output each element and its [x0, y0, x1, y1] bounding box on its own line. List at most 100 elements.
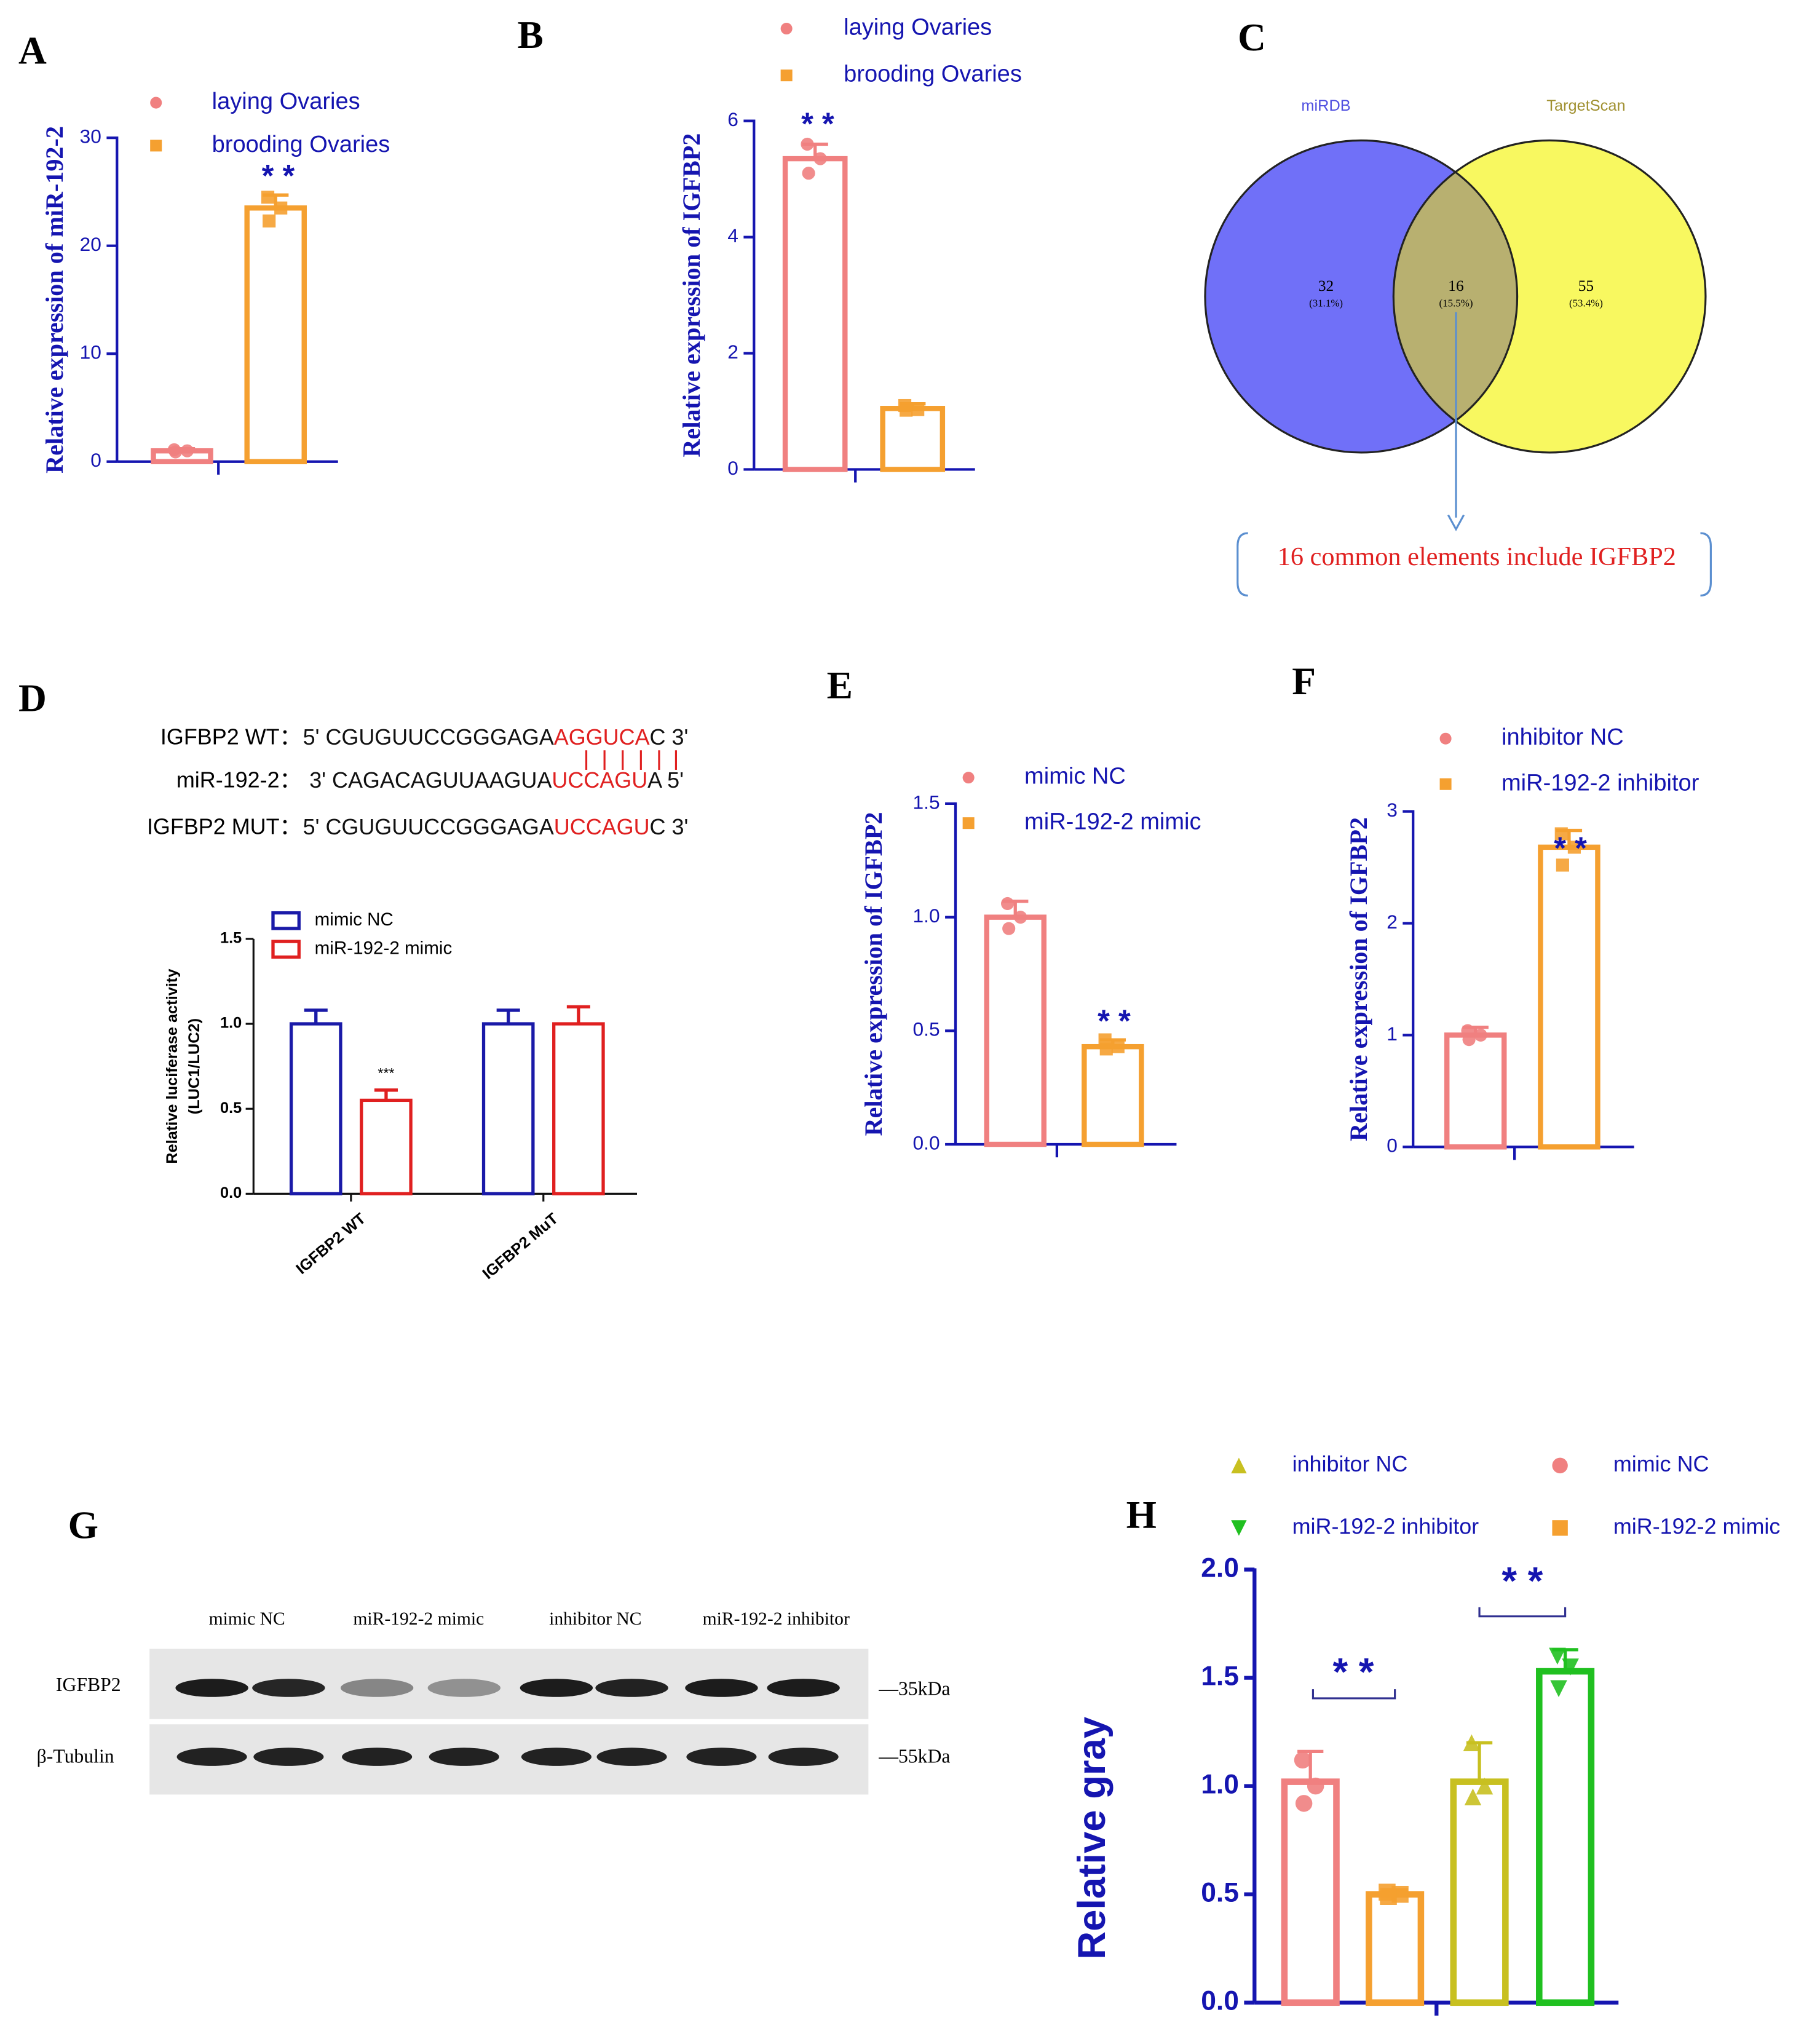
- x-tick-label: IGFBP2 WT: [293, 1210, 369, 1278]
- significance: * *: [1502, 1560, 1543, 1603]
- point: [1380, 1888, 1397, 1905]
- legend-label: mimic NC: [1024, 764, 1126, 790]
- point: [1002, 922, 1016, 935]
- y-axis-label: Relative expression of IGFBP2: [678, 133, 705, 457]
- y-axis-label: Relative expression of IGFBP2: [860, 812, 887, 1136]
- bar: [552, 1022, 605, 1196]
- y-tick-label: 2.0: [1201, 1553, 1239, 1583]
- point: [168, 445, 182, 459]
- y-tick-label: 0.0: [1201, 1986, 1239, 2016]
- point: [1463, 1734, 1481, 1751]
- y-axis-label: Relative expression of miR-192-2: [41, 126, 68, 473]
- bar: [1538, 844, 1600, 1150]
- y-tick-label: 1.0: [220, 1015, 242, 1032]
- band: [686, 1748, 757, 1766]
- bar: [984, 914, 1047, 1147]
- sequence-part: C 3': [650, 724, 689, 750]
- size-label: —35kDa: [878, 1678, 950, 1700]
- panel-label: H: [1126, 1493, 1157, 1537]
- sequence-part: A 5': [647, 767, 684, 792]
- bar: [782, 156, 848, 472]
- panel-label: F: [1292, 659, 1316, 703]
- region-count: 32: [1318, 277, 1334, 295]
- legend-label: brooding Ovaries: [844, 61, 1022, 87]
- legend-label: miR-192-2 inhibitor: [1292, 1513, 1479, 1538]
- y-tick-label: 1.0: [913, 905, 940, 927]
- bar: [1082, 1043, 1144, 1147]
- panel-label: C: [1238, 15, 1266, 59]
- point: [1462, 1033, 1476, 1047]
- y-tick-label: 1.0: [1201, 1769, 1239, 1799]
- annotation: 16 common elements include IGFBP2: [1278, 542, 1676, 571]
- y-tick-label: 0.5: [1201, 1877, 1239, 1907]
- bracket: [1236, 532, 1712, 597]
- region-count: 16: [1448, 277, 1463, 295]
- sequence: 5' CGUGUUCCGGGAGAUCCAGUC 3': [303, 814, 689, 839]
- arrow-head: [1447, 514, 1465, 532]
- y-tick-label: 0: [727, 457, 738, 479]
- set-label: TargetScan: [1546, 97, 1625, 114]
- y-tick-label: 0.0: [220, 1184, 242, 1202]
- legend-marker: [1231, 1520, 1247, 1536]
- x-tick-label: IGFBP2 MuT: [480, 1210, 562, 1283]
- point: [813, 152, 827, 165]
- sequence: 5' CGUGUUCCGGGAGAAGGUCAC 3': [303, 724, 689, 750]
- point: [1474, 1028, 1487, 1042]
- point: [274, 201, 288, 215]
- sequence-part: UCCAGU: [554, 814, 650, 839]
- sequence-name: IGFBP2 MUT：: [147, 814, 302, 839]
- legend-label: inhibitor NC: [1292, 1451, 1408, 1476]
- lane-label: miR-192-2 mimic: [353, 1609, 484, 1629]
- row-label: β-Tubulin: [37, 1745, 114, 1767]
- y-tick-label: 0.5: [220, 1099, 242, 1117]
- region-count: 55: [1578, 277, 1594, 295]
- sequence-name: miR-192-2：: [176, 767, 302, 792]
- legend-marker: [962, 772, 975, 784]
- bar: [360, 1098, 413, 1196]
- legend-swatch: [271, 940, 301, 959]
- y-tick-label: 2: [1387, 911, 1398, 933]
- point: [263, 214, 276, 228]
- lane-label: miR-192-2 inhibitor: [703, 1609, 850, 1629]
- bar: [244, 205, 307, 464]
- bar: [289, 1022, 342, 1196]
- legend-swatch: [271, 911, 301, 930]
- significance: * *: [1554, 830, 1587, 865]
- legend-marker: [962, 817, 975, 829]
- y-tick-label: 30: [80, 125, 101, 148]
- legend-label: brooding Ovaries: [212, 132, 390, 157]
- point: [1549, 1647, 1566, 1665]
- band: [253, 1748, 324, 1766]
- point: [1464, 1788, 1482, 1806]
- bar: [1366, 1891, 1425, 2006]
- band: [520, 1679, 593, 1697]
- point: [900, 403, 913, 417]
- sequence-part: AGGUCA: [554, 724, 650, 750]
- size-label: —55kDa: [878, 1745, 950, 1767]
- legend-label: mimic NC: [315, 909, 394, 930]
- y-tick-label: 20: [80, 233, 101, 255]
- band: [596, 1748, 667, 1766]
- point: [1099, 1042, 1113, 1056]
- band: [521, 1748, 592, 1766]
- significance: * *: [801, 106, 834, 141]
- point: [180, 444, 194, 457]
- y-tick-label: 1: [1387, 1023, 1398, 1045]
- significance: ***: [378, 1065, 394, 1081]
- legend-label: miR-192-2 mimic: [1613, 1513, 1781, 1538]
- panel-label: E: [827, 663, 853, 707]
- legend-marker: [1552, 1520, 1568, 1536]
- legend-label: laying Ovaries: [844, 15, 992, 41]
- point: [1556, 858, 1569, 872]
- y-axis-label: Relative gray: [1070, 1717, 1114, 1960]
- band: [427, 1679, 501, 1697]
- point: [1554, 827, 1568, 841]
- band: [595, 1679, 668, 1697]
- y-tick-label: 4: [727, 224, 738, 247]
- point: [261, 191, 275, 204]
- sequence-name: IGFBP2 WT：: [160, 724, 302, 750]
- legend-marker: [1552, 1457, 1568, 1474]
- lane-label: mimic NC: [209, 1609, 285, 1629]
